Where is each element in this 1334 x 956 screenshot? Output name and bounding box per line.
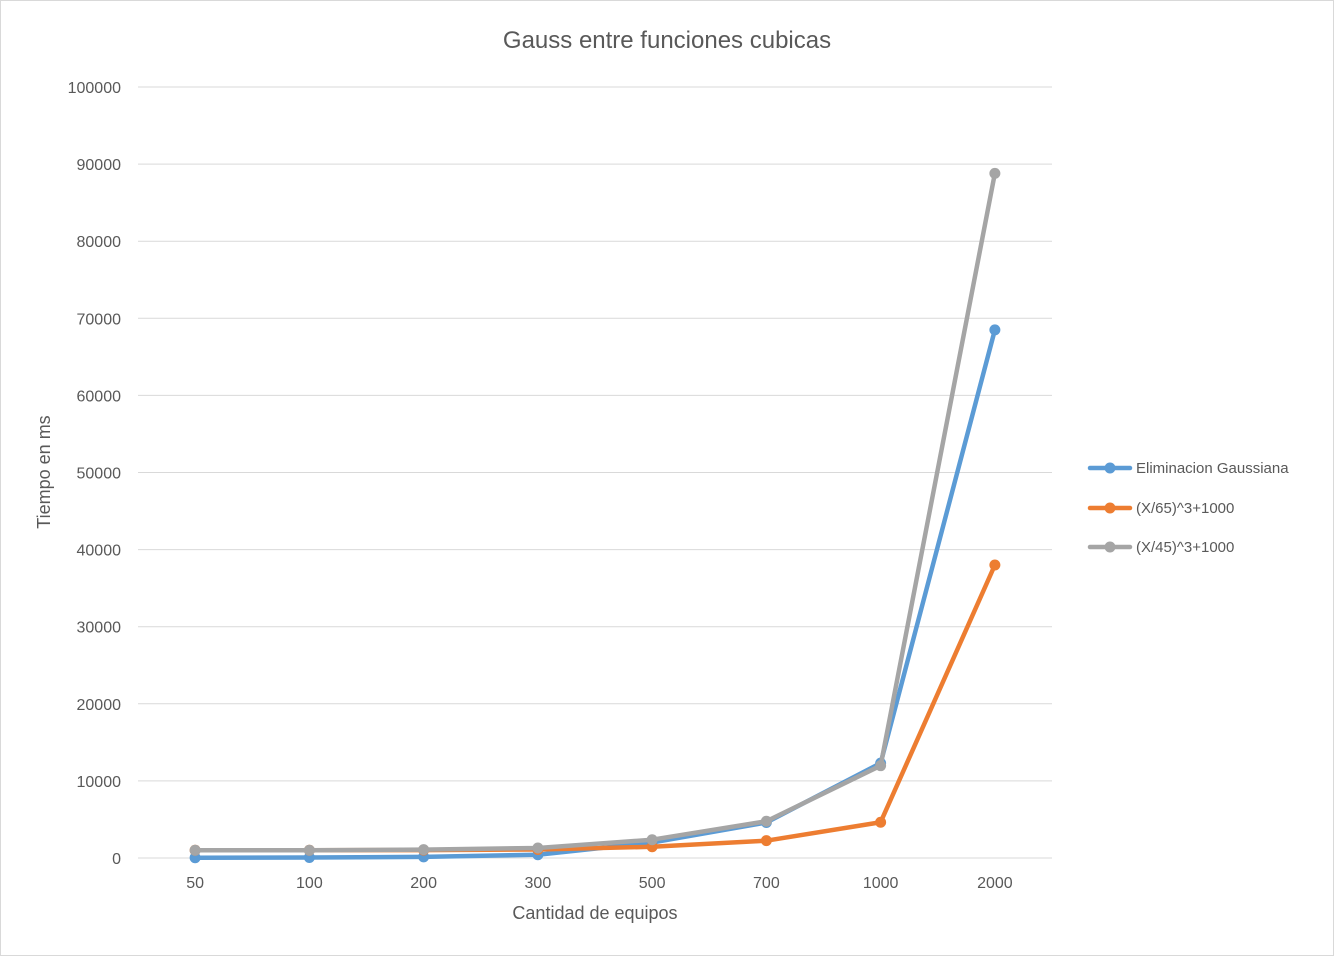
legend-marker — [1104, 462, 1116, 474]
y-tick-label: 0 — [112, 851, 121, 868]
y-tick-label: 30000 — [77, 620, 122, 637]
x-tick-label: 200 — [410, 875, 437, 892]
legend-marker — [1104, 502, 1116, 514]
x-tick-label: 100 — [296, 875, 323, 892]
series-2 — [189, 559, 1001, 856]
legend-label: (X/45)^3+1000 — [1136, 539, 1234, 556]
data-point — [532, 842, 544, 854]
series-3 — [189, 167, 1001, 856]
data-point — [989, 559, 1001, 571]
legend-label: (X/65)^3+1000 — [1136, 500, 1234, 517]
data-point — [303, 844, 315, 856]
y-tick-label: 10000 — [77, 774, 122, 791]
series-line — [192, 562, 998, 853]
y-tick-label: 100000 — [68, 80, 121, 97]
data-point — [989, 324, 1001, 336]
y-tick-label: 70000 — [77, 311, 122, 328]
data-point — [189, 844, 201, 856]
x-tick-label: 700 — [753, 875, 780, 892]
data-point — [646, 834, 658, 846]
chart-title: Gauss entre funciones cubicas — [503, 27, 831, 54]
data-point — [760, 835, 772, 847]
legend-entry: Eliminacion Gaussiana — [1087, 460, 1289, 477]
y-tick-label: 60000 — [77, 388, 122, 405]
data-point — [760, 815, 772, 827]
y-tick-label: 40000 — [77, 543, 122, 560]
x-tick-label: 500 — [639, 875, 666, 892]
y-tick-label: 20000 — [77, 697, 122, 714]
x-axis-label: Cantidad de equipos — [512, 903, 677, 923]
x-tick-label: 2000 — [977, 875, 1013, 892]
legend-entry: (X/65)^3+1000 — [1087, 500, 1234, 517]
x-tick-label: 300 — [525, 875, 552, 892]
y-axis-label: Tiempo en ms — [34, 415, 54, 528]
series-lines — [189, 167, 1001, 864]
series-line — [192, 327, 998, 860]
data-point — [989, 167, 1001, 179]
x-tick-labels: 50 100 200 300 500 700 1000 2000 — [186, 875, 1013, 892]
legend-entry: (X/45)^3+1000 — [1087, 539, 1234, 556]
y-tick-labels: 0 10000 20000 30000 40000 50000 60000 70000 8000… — [68, 80, 121, 868]
x-tick-label: 50 — [186, 875, 204, 892]
series-1 — [189, 324, 1001, 864]
legend-marker — [1104, 541, 1116, 553]
y-tick-label: 80000 — [77, 234, 122, 251]
data-point — [875, 760, 887, 772]
y-tick-label: 90000 — [77, 157, 122, 174]
y-tick-label: 50000 — [77, 466, 122, 483]
data-point — [418, 844, 430, 856]
data-point — [875, 816, 887, 828]
legend-label: Eliminacion Gaussiana — [1136, 460, 1289, 477]
legend: Eliminacion Gaussiana (X/65)^3+1000 (X/45)… — [1087, 460, 1289, 556]
series-line — [192, 171, 998, 853]
x-tick-label: 1000 — [863, 875, 899, 892]
